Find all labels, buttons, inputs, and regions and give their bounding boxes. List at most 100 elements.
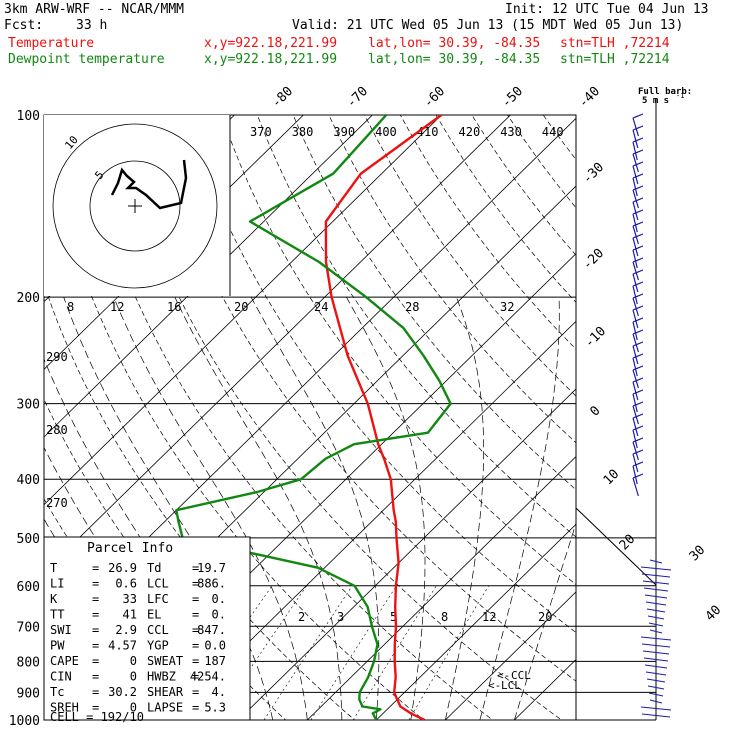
wind-barb: [648, 692, 664, 697]
mixing-ratio-line: [263, 585, 353, 720]
wind-barb: [642, 580, 670, 585]
parcel-eq: =: [192, 623, 199, 637]
parcel-eq: =: [92, 685, 99, 699]
theta-label: 290: [46, 350, 68, 364]
isotherm-line: [44, 115, 442, 506]
wind-barb: [632, 129, 639, 149]
parcel-value: 33: [123, 592, 137, 606]
wind-barb: [632, 141, 638, 161]
parcel-key: SREH: [50, 701, 79, 715]
dry-adiabat: [221, 115, 576, 585]
wind-barb: [632, 225, 639, 245]
dry-adiabat: [542, 115, 576, 161]
pressure-label: 900: [17, 686, 40, 701]
wind-barb: [632, 281, 644, 287]
wind-barb: [632, 317, 644, 323]
parcel-key: CIN: [50, 670, 72, 684]
wind-barb: [649, 559, 663, 564]
valid-time: Valid: 21 UTC Wed 05 Jun 13 (15 MDT Wed …: [292, 18, 684, 33]
dry-adiabat: [78, 115, 494, 720]
wind-barb: [632, 269, 644, 275]
parcel-key: TT: [50, 608, 64, 622]
dry-adiabat: [471, 115, 576, 256]
wind-barb: [632, 117, 639, 137]
wind-barb: [646, 608, 666, 613]
isotherm-label: -10: [582, 324, 609, 351]
theta-label: 440: [542, 125, 564, 139]
parcel-info-title: Parcel Info: [87, 541, 173, 556]
wind-barb: [645, 601, 667, 606]
parcel-value: 0: [130, 654, 137, 668]
barb-legend-line1: Full barb:: [638, 87, 692, 97]
parcel-eq: =: [92, 639, 99, 653]
wind-barb: [632, 465, 638, 485]
wind-barb: [641, 643, 671, 648]
parcel-value: 5.3: [204, 701, 226, 715]
wind-barb: [632, 261, 639, 281]
wind-barb: [632, 249, 638, 269]
parcel-key: HWBZ: [147, 670, 176, 684]
mixing-ratio-label: 3: [337, 610, 344, 624]
dewpoint-latlon: lat,lon= 30.39, -84.35: [368, 52, 541, 67]
wind-barb: [632, 477, 639, 497]
wind-barb: [632, 449, 644, 455]
dry-adiabat: [44, 119, 425, 720]
wind-barb: [632, 353, 644, 359]
parcel-key: T: [50, 561, 57, 575]
wind-barb: [632, 333, 639, 353]
hodograph-ring: [89, 160, 181, 252]
dry-adiabat: [185, 115, 576, 633]
wind-barb: [632, 165, 639, 185]
wind-barb: [645, 671, 667, 676]
wind-barb: [640, 636, 672, 641]
lcl-label: LCL: [501, 679, 521, 692]
parcel-key: YGP: [147, 639, 169, 653]
wind-barb: [640, 706, 672, 711]
wind-barb: [632, 341, 644, 347]
wind-barb: [632, 237, 639, 257]
wind-barb: [632, 377, 644, 383]
wind-barb: [632, 233, 644, 239]
wind-barb: [632, 453, 639, 473]
wind-barb: [632, 161, 644, 167]
parcel-key: EL: [147, 608, 161, 622]
parcel-eq: =: [92, 577, 99, 591]
parcel-eq: =: [92, 654, 99, 668]
isotherm-label: 40: [703, 603, 725, 625]
wind-barb: [632, 137, 644, 143]
model-name: 3km ARW-WRF -- NCAR/MMM: [4, 2, 185, 17]
parcel-eq: =: [192, 685, 199, 699]
parcel-value: 187: [204, 654, 226, 668]
isotherm-line: [445, 591, 576, 720]
wind-barb: [647, 615, 665, 620]
isotherm-label: -80: [269, 84, 296, 111]
parcel-eq: =: [192, 577, 199, 591]
pressure-label: 600: [17, 580, 40, 595]
parcel-value: 0.: [212, 608, 226, 622]
isotherm-line: [238, 388, 576, 720]
wind-barb: [632, 365, 644, 371]
isotherm-label: 30: [687, 543, 709, 565]
wind-barb: [632, 209, 644, 215]
wind-barb: [632, 389, 644, 395]
speed-label: 20: [234, 300, 248, 314]
parcel-key: Td: [147, 561, 161, 575]
wind-barb: [632, 401, 644, 407]
pressure-label: 400: [17, 473, 40, 488]
parcel-key: K: [50, 592, 58, 606]
isotherm-label: -40: [576, 84, 603, 111]
dry-adiabat: [615, 115, 740, 733]
moist-adiabat: [346, 296, 426, 720]
parcel-eq: =: [92, 670, 99, 684]
wind-barb: [632, 321, 638, 341]
parcel-value: 4.57: [108, 639, 137, 653]
wind-barb: [632, 153, 639, 173]
pressure-label: 200: [17, 291, 40, 306]
parcel-key: LFC: [147, 592, 169, 606]
barb-legend-line2: 5 m s: [642, 96, 669, 106]
parcel-value: 847.: [197, 623, 226, 637]
wind-barb: [632, 309, 639, 329]
parcel-eq: =: [192, 701, 199, 715]
wind-barb: [632, 257, 644, 263]
